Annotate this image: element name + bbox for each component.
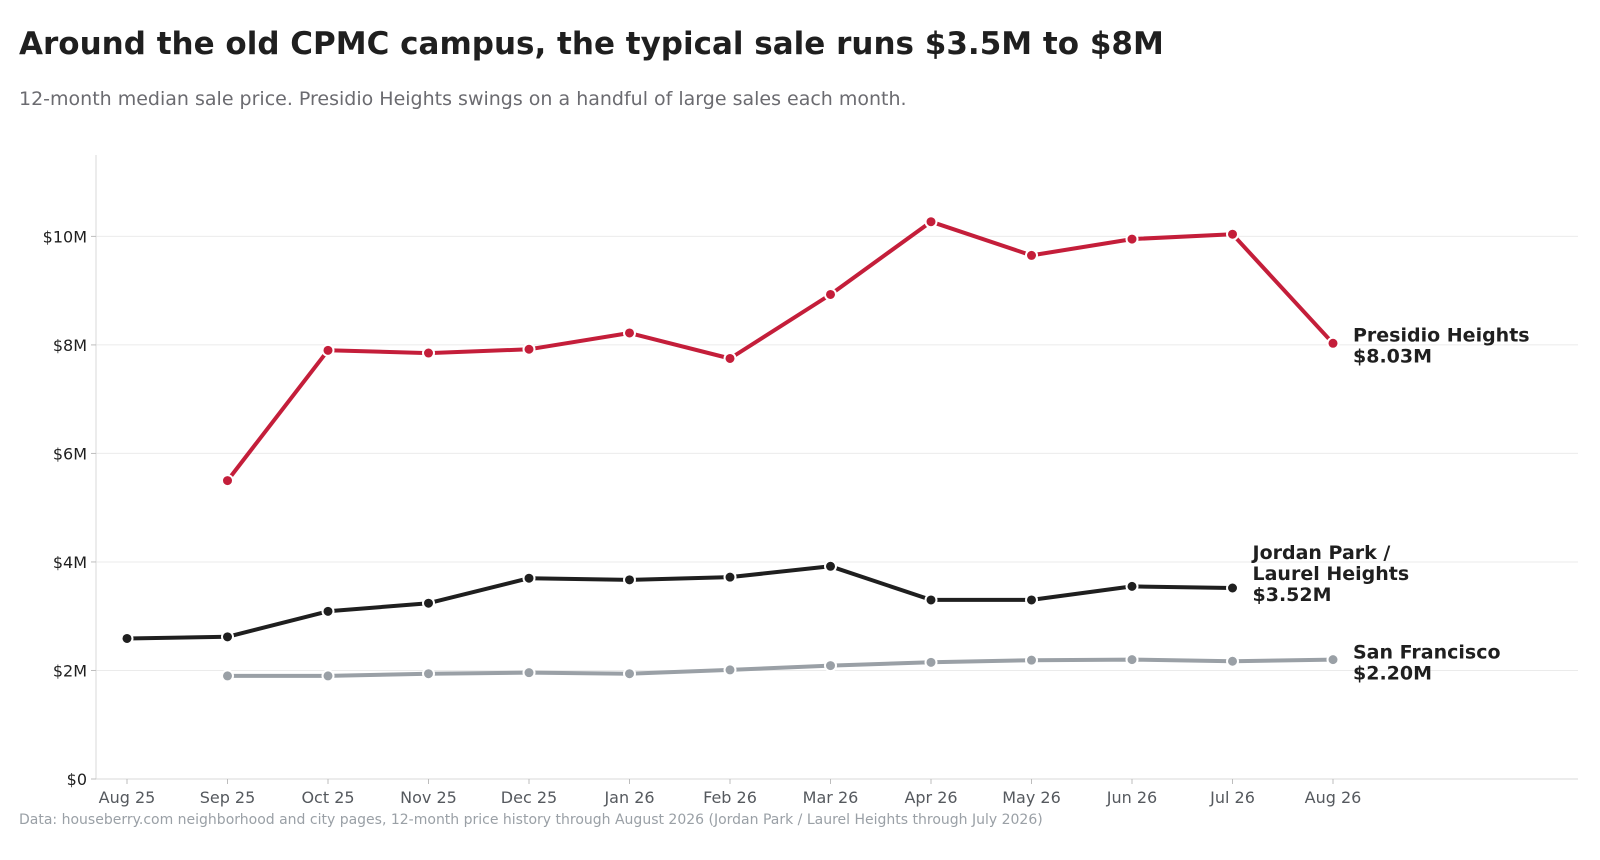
x-tick-label: Mar 26 (803, 788, 859, 807)
data-point-san-francisco (1025, 653, 1038, 667)
data-point-jordan-park-laurel-heights (623, 573, 636, 587)
data-point-presidio-heights (221, 474, 234, 488)
data-point-jordan-park-laurel-heights (824, 559, 837, 573)
y-tick-label: $10M (43, 227, 87, 246)
source-note: Data: houseberry.com neighborhood and ci… (19, 812, 1043, 828)
data-point-san-francisco (1125, 653, 1139, 667)
chart-subtitle: 12-month median sale price. Presidio Hei… (19, 88, 907, 110)
x-tick-label: Dec 25 (501, 788, 557, 807)
y-axis: $0 $2M $4M $6M $8M $10M (43, 155, 97, 789)
data-point-presidio-heights (623, 326, 636, 340)
data-point-san-francisco (723, 663, 737, 677)
data-point-san-francisco (824, 659, 837, 673)
y-tick-label: $0 (67, 770, 87, 789)
x-tick-label: Jan 26 (603, 788, 654, 807)
chart-title: Around the old CPMC campus, the typical … (19, 26, 1164, 62)
data-point-presidio-heights (1025, 248, 1038, 262)
data-point-presidio-heights (924, 215, 938, 229)
data-point-san-francisco (1326, 653, 1340, 667)
data-point-jordan-park-laurel-heights (924, 593, 938, 607)
x-axis: Aug 25 Sep 25 Oct 25 Nov 25 Dec 25 Jan 26 Feb … (96, 778, 1578, 807)
series-end-labels: Presidio Heights $8.03M Jordan Park / Laure… (1251, 324, 1530, 684)
data-point-jordan-park-laurel-heights (522, 571, 536, 585)
series-line-jordan-park-laurel-heights (125, 564, 1235, 641)
data-point-san-francisco (422, 667, 435, 681)
data-point-jordan-park-laurel-heights (723, 570, 737, 584)
end-label-jordan-park-laurel-heights: Jordan Park / Laurel Heights $3.52M (1251, 542, 1410, 606)
x-tick-label: Nov 25 (400, 788, 457, 807)
x-tick-label: May 26 (1002, 788, 1061, 807)
data-point-san-francisco (221, 669, 234, 683)
x-tick-label: Aug 26 (1305, 788, 1362, 807)
data-point-jordan-park-laurel-heights (1226, 581, 1239, 595)
data-point-presidio-heights (1125, 232, 1139, 246)
data-point-jordan-park-laurel-heights (120, 631, 134, 645)
data-point-san-francisco (1226, 654, 1239, 668)
data-point-san-francisco (924, 655, 938, 669)
gridlines (96, 235, 1578, 671)
x-tick-label: Jun 26 (1106, 788, 1157, 807)
data-point-jordan-park-laurel-heights (1025, 593, 1038, 607)
data-point-san-francisco (321, 669, 335, 683)
series-line-san-francisco (225, 657, 1335, 678)
x-tick-label: Oct 25 (301, 788, 354, 807)
x-tick-label: Jul 26 (1209, 788, 1255, 807)
y-tick-label: $6M (53, 444, 87, 463)
data-point-presidio-heights (723, 351, 737, 365)
data-point-san-francisco (623, 667, 636, 681)
data-point-jordan-park-laurel-heights (1125, 579, 1139, 593)
data-point-jordan-park-laurel-heights (422, 596, 435, 610)
y-tick-label: $8M (53, 336, 87, 355)
x-tick-label: Aug 25 (99, 788, 156, 807)
data-point-presidio-heights (522, 342, 536, 356)
x-tick-label: Sep 25 (200, 788, 256, 807)
end-label-presidio-heights: Presidio Heights $8.03M (1353, 324, 1530, 367)
data-point-presidio-heights (1226, 227, 1239, 241)
data-point-jordan-park-laurel-heights (321, 604, 335, 618)
series-line-presidio-heights (225, 219, 1335, 483)
data-point-san-francisco (522, 666, 536, 680)
data-point-presidio-heights (422, 346, 435, 360)
data-point-presidio-heights (824, 287, 837, 301)
data-point-presidio-heights (1326, 336, 1340, 350)
data-point-jordan-park-laurel-heights (221, 630, 234, 644)
end-label-san-francisco: San Francisco $2.20M (1353, 642, 1501, 685)
y-tick-label: $2M (53, 661, 87, 680)
series-lines (120, 215, 1340, 683)
data-point-presidio-heights (321, 343, 335, 357)
y-tick-label: $4M (53, 553, 87, 572)
x-tick-label: Apr 26 (904, 788, 957, 807)
x-tick-label: Feb 26 (703, 788, 757, 807)
